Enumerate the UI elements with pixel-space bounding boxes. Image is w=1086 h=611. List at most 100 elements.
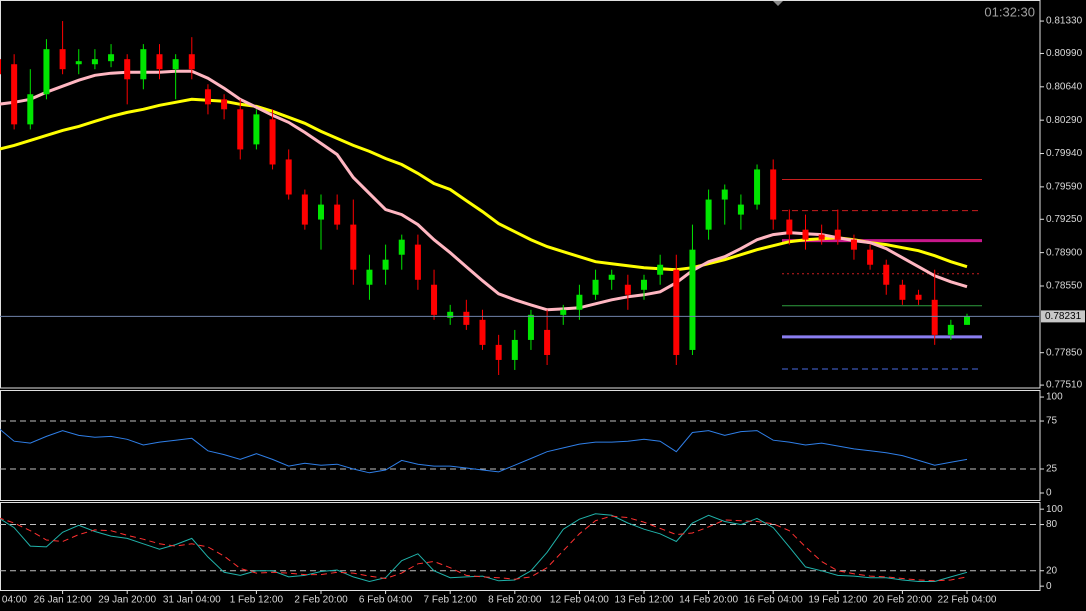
candle-body: [334, 204, 341, 225]
candle-body: [301, 194, 308, 225]
candle-body: [0, 59, 1, 75]
candle-body: [673, 269, 680, 355]
candle-body: [915, 294, 922, 300]
candle-body: [883, 264, 890, 285]
y-tick-label: 0.79250: [1046, 214, 1083, 225]
x-tick-label: 12 Feb 04:00: [550, 595, 609, 606]
candle-body: [204, 89, 211, 105]
y-tick-label: 0.78550: [1046, 281, 1083, 292]
candle-body: [657, 264, 664, 275]
y-tick-label: 0.80640: [1046, 81, 1083, 92]
y-tick-label: 100: [1046, 392, 1063, 403]
current-price-label: 0.78231: [1045, 311, 1082, 322]
x-tick-label: 7 Feb 12:00: [424, 595, 478, 606]
candle-body: [964, 316, 970, 325]
candle-body: [641, 279, 647, 290]
candle-body: [850, 239, 857, 250]
candle-body: [721, 189, 728, 200]
candle-body: [221, 99, 228, 110]
candle-body: [253, 114, 260, 145]
candle-body: [770, 169, 777, 220]
indicator-line: [0, 513, 968, 583]
main-pane-border: [0, 0, 1041, 389]
candle-body: [754, 169, 761, 205]
candle-body: [705, 199, 712, 230]
candle-body: [108, 54, 115, 62]
clock: 01:32:30: [984, 4, 1035, 19]
candle-body: [495, 344, 502, 360]
x-tick-label: 1 Feb 12:00: [230, 595, 284, 606]
candle-body: [366, 269, 373, 285]
candle-body: [382, 259, 389, 270]
candle-body: [447, 311, 454, 318]
main-pane: [0, 21, 1040, 375]
candle-body: [27, 94, 34, 125]
indicator-line: [0, 428, 968, 474]
candle-body: [818, 234, 825, 240]
rsi-pane: [0, 420, 1040, 474]
x-tick-label: 19 Feb 12:00: [808, 595, 867, 606]
candle-body: [544, 329, 551, 355]
x-tick-label: 14 Feb 20:00: [679, 595, 738, 606]
x-tick-label: 26 Jan 12:00: [34, 595, 92, 606]
candle-body: [172, 59, 179, 70]
candle-body: [479, 319, 486, 345]
y-tick-label: 20: [1046, 565, 1058, 576]
candle-body: [786, 219, 793, 235]
candle-body: [592, 279, 599, 295]
candle-body: [737, 204, 744, 215]
y-tick-label: 25: [1046, 464, 1058, 475]
candle-body: [431, 284, 438, 315]
candle-body: [511, 339, 518, 360]
candle-body: [947, 324, 954, 335]
candle-body: [463, 311, 470, 325]
y-tick-label: 0.79940: [1046, 148, 1083, 159]
current-price-box: [1041, 310, 1085, 323]
candle-body: [188, 54, 195, 70]
y-tick-label: 0.80990: [1046, 48, 1083, 59]
candle-body: [576, 294, 583, 310]
candle-body: [867, 249, 874, 265]
frame: [0, 0, 1041, 591]
candle-body: [350, 224, 357, 270]
candle-body: [140, 49, 147, 80]
x-tick-label: 29 Jan 20:00: [98, 595, 156, 606]
candle-body: [43, 49, 50, 95]
candle-body: [75, 61, 82, 65]
x-tick-label: 25 Jan 04:00: [0, 595, 27, 606]
axes: 0.81330 0.80990 0.80640 0.80290 0.79940 0.795…: [0, 16, 1085, 606]
candle-body: [931, 299, 938, 335]
x-tick-label: 22 Feb 04:00: [938, 595, 997, 606]
candle-body: [802, 229, 809, 240]
shift-marker: [773, 1, 783, 6]
y-tick-label: 0: [1046, 488, 1052, 499]
stoch-pane: [0, 513, 1040, 583]
candle-body: [237, 109, 244, 150]
candle-body: [608, 274, 615, 280]
y-tick-label: 0.81330: [1046, 16, 1083, 27]
candle-body: [398, 239, 405, 255]
x-tick-label: 31 Jan 04:00: [163, 595, 221, 606]
y-tick-label: 0.78900: [1046, 247, 1083, 258]
x-tick-label: 13 Feb 12:00: [615, 595, 674, 606]
candle-body: [124, 59, 131, 80]
candle-body: [624, 284, 631, 295]
y-tick-label: 75: [1046, 416, 1058, 427]
x-tick-label: 6 Feb 04:00: [359, 595, 413, 606]
candle-body: [156, 54, 163, 70]
candle-body: [11, 64, 18, 125]
candle-body: [527, 314, 534, 340]
candle-body: [91, 59, 98, 65]
y-tick-label: 0.77850: [1046, 347, 1083, 358]
rsi-pane-border: [0, 390, 1041, 501]
candle-body: [899, 284, 906, 300]
candle-body: [269, 119, 276, 165]
moving-average: [0, 69, 968, 312]
candle-body: [834, 229, 841, 240]
indicator-line: [0, 515, 968, 582]
candle-body: [689, 249, 696, 350]
y-tick-label: 80: [1046, 519, 1058, 530]
y-tick-label: 0.80290: [1046, 115, 1083, 126]
